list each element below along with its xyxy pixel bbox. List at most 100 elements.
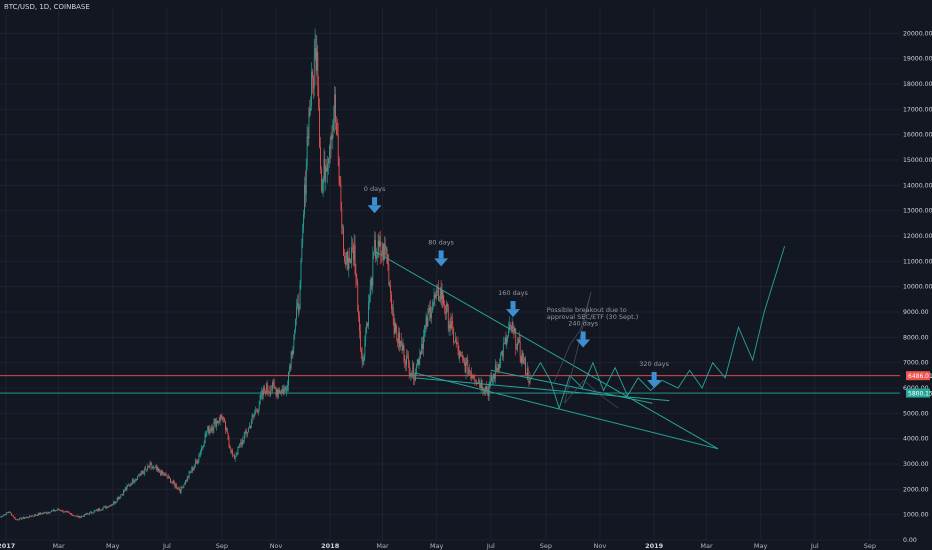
candle-body bbox=[101, 509, 103, 511]
candle-body bbox=[20, 517, 21, 519]
candle-body bbox=[96, 509, 98, 511]
candle-body bbox=[8, 512, 10, 513]
candle-body bbox=[207, 426, 209, 431]
candle-body bbox=[311, 71, 313, 106]
y-tick-label: 18000.00 bbox=[903, 81, 932, 88]
candle-body bbox=[280, 392, 281, 394]
candle-body bbox=[200, 451, 202, 456]
candle-body bbox=[185, 480, 186, 485]
candle-body bbox=[233, 454, 234, 456]
candle-body bbox=[44, 512, 45, 514]
y-tick-label: 2000.00 bbox=[903, 486, 929, 493]
candle-body bbox=[392, 307, 394, 322]
candle-body bbox=[122, 494, 123, 495]
candle-body bbox=[259, 395, 261, 405]
candle-body bbox=[57, 508, 59, 511]
candle-body bbox=[229, 446, 231, 449]
trendline-descending-resistance[interactable] bbox=[374, 250, 719, 450]
candle-body bbox=[402, 345, 404, 351]
candle-body bbox=[15, 519, 17, 521]
candle-body bbox=[518, 339, 519, 343]
breakout-note: Possible breakout due to bbox=[547, 306, 627, 314]
candle-body bbox=[249, 425, 250, 428]
x-tick-label: Sep bbox=[864, 542, 876, 550]
candle-body bbox=[211, 427, 213, 431]
candle-body bbox=[226, 428, 227, 431]
candle-body bbox=[216, 420, 218, 428]
arrow-shaft bbox=[651, 372, 657, 380]
candle-body bbox=[131, 484, 132, 485]
candle-body bbox=[510, 325, 512, 330]
candle-body bbox=[319, 107, 321, 147]
candle-body bbox=[417, 360, 419, 365]
candle-body bbox=[430, 307, 431, 319]
candle-body bbox=[4, 514, 5, 516]
candle-body bbox=[352, 247, 353, 249]
candle-body bbox=[426, 317, 428, 327]
candle-body bbox=[470, 373, 472, 378]
x-tick-label: Jul bbox=[486, 542, 495, 550]
y-tick-label: 17000.00 bbox=[903, 106, 932, 113]
candle-body bbox=[410, 373, 412, 376]
candle-body bbox=[347, 251, 349, 270]
candle-body bbox=[463, 360, 465, 363]
arrow-label: 160 days bbox=[498, 289, 528, 297]
candle-body bbox=[292, 348, 294, 355]
y-tick-label: 15000.00 bbox=[903, 157, 932, 164]
candle-body bbox=[286, 390, 288, 391]
candle-body bbox=[17, 519, 19, 521]
candle-body bbox=[510, 324, 511, 326]
candle-body bbox=[271, 390, 273, 392]
candle-body bbox=[365, 333, 367, 341]
candle-body bbox=[168, 476, 170, 478]
candle-body bbox=[262, 391, 264, 396]
candle-body bbox=[191, 467, 193, 473]
candle-body bbox=[147, 466, 148, 470]
candle-body bbox=[423, 335, 424, 349]
candle-body bbox=[138, 475, 139, 477]
candle-body bbox=[405, 361, 407, 366]
candle-body bbox=[493, 373, 494, 379]
candle-body bbox=[13, 515, 14, 518]
trendline-ascending-support[interactable] bbox=[414, 372, 719, 450]
candle-body bbox=[133, 481, 135, 483]
x-tick-label: Sep bbox=[216, 542, 228, 550]
candle-body bbox=[443, 304, 445, 307]
candle-body bbox=[157, 467, 159, 471]
candle-body bbox=[217, 420, 218, 423]
trendline-mid-channel[interactable] bbox=[490, 369, 653, 404]
candle-body bbox=[502, 344, 504, 357]
candle-body bbox=[144, 468, 146, 474]
candle-body bbox=[66, 511, 68, 513]
candle-body bbox=[136, 478, 138, 480]
candle-body bbox=[86, 513, 88, 515]
candle-body bbox=[221, 416, 223, 419]
candle-body bbox=[513, 328, 515, 332]
candle-body bbox=[263, 387, 265, 396]
trendline-lower-channel[interactable] bbox=[414, 377, 670, 402]
candle-body bbox=[423, 329, 425, 336]
projection-path[interactable] bbox=[529, 246, 786, 410]
candle-body bbox=[124, 488, 126, 491]
candle-body bbox=[484, 390, 486, 393]
candle-body bbox=[137, 475, 139, 480]
candle-body bbox=[163, 473, 165, 476]
candle-body bbox=[413, 363, 415, 380]
candle-body bbox=[398, 332, 400, 344]
candle-body bbox=[297, 302, 298, 308]
candle-body bbox=[192, 467, 194, 471]
candle-body bbox=[131, 479, 133, 485]
y-tick-label: 13000.00 bbox=[903, 208, 932, 215]
candle-body bbox=[123, 490, 125, 492]
candle-body bbox=[183, 484, 185, 489]
candle-body bbox=[68, 512, 70, 514]
candle-body bbox=[197, 461, 199, 464]
candle-body bbox=[439, 300, 440, 301]
candle-body bbox=[176, 485, 178, 489]
y-tick-label: 8000.00 bbox=[903, 334, 929, 341]
candle-body bbox=[346, 251, 348, 263]
candle-body bbox=[118, 497, 120, 500]
candle-body bbox=[422, 344, 423, 349]
candle-body bbox=[70, 513, 72, 515]
